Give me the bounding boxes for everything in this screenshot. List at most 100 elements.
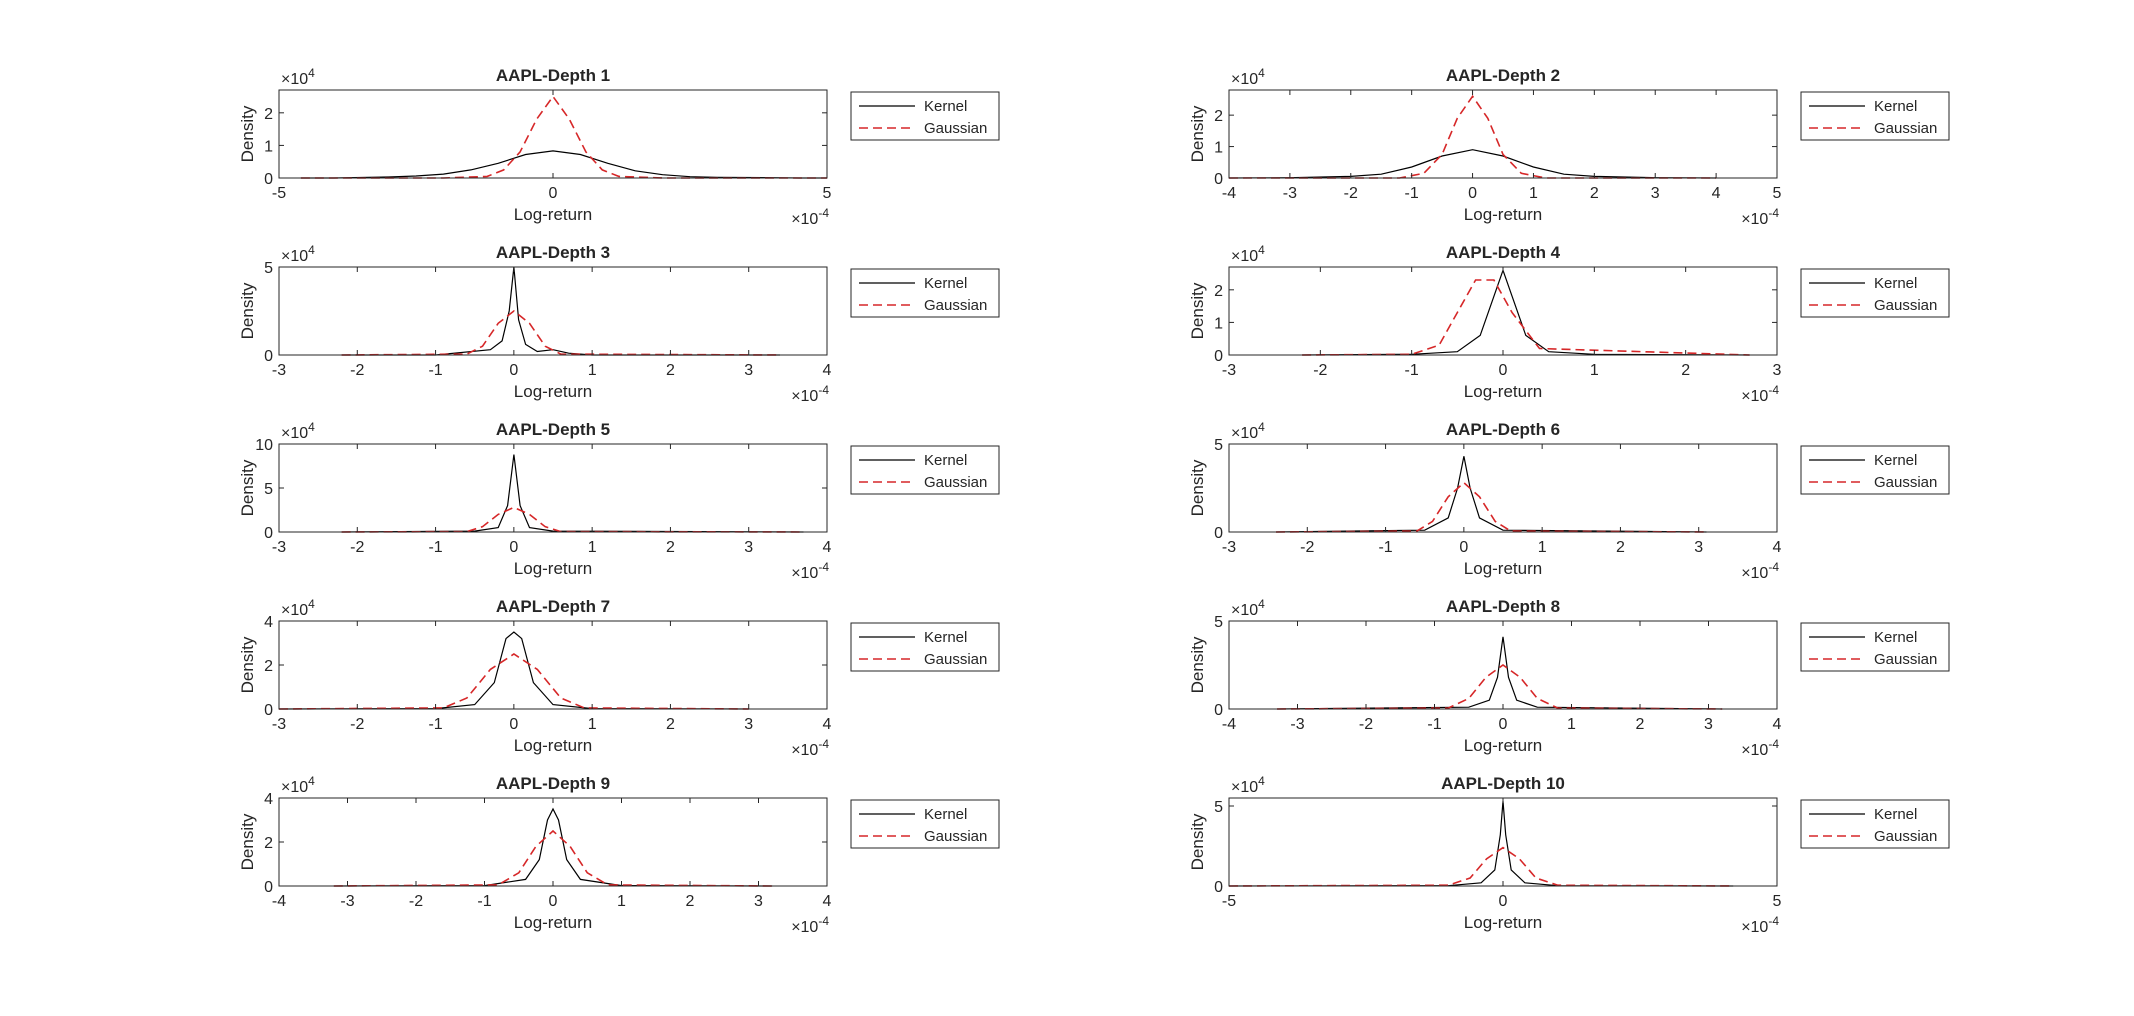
x-tick-label: -1 bbox=[428, 539, 442, 556]
y-exponent-label-power: 4 bbox=[1258, 597, 1265, 611]
x-tick-label: -1 bbox=[1378, 539, 1392, 556]
y-tick-label: 0 bbox=[264, 525, 273, 542]
x-tick-label: 1 bbox=[617, 893, 626, 910]
legend-label: Gaussian bbox=[1874, 828, 1937, 845]
x-tick-label: 2 bbox=[1616, 539, 1625, 556]
legend-label: Kernel bbox=[924, 806, 967, 823]
gaussian-series-line bbox=[278, 653, 749, 710]
x-tick-label: 0 bbox=[549, 893, 558, 910]
x-exponent-label: ×10-4 bbox=[791, 560, 829, 582]
x-tick-label: -1 bbox=[428, 716, 442, 733]
legend: Kernel Gaussian bbox=[850, 445, 1000, 495]
x-exponent-label-base: ×10 bbox=[791, 388, 818, 405]
x-tick-label: -3 bbox=[272, 539, 286, 556]
y-exponent-label-power: 4 bbox=[308, 774, 315, 788]
y-axis-label: Density bbox=[1188, 105, 1207, 162]
y-exponent-label-power: 4 bbox=[1258, 420, 1265, 434]
x-tick-label: 4 bbox=[823, 893, 832, 910]
x-tick-label: -1 bbox=[428, 362, 442, 379]
y-exponent-label-base: ×10 bbox=[1231, 425, 1258, 442]
y-exponent-label: ×104 bbox=[281, 774, 315, 796]
kernel-series-line bbox=[278, 631, 749, 710]
x-exponent-label-power: -4 bbox=[1768, 206, 1779, 220]
kernel-series-line bbox=[341, 454, 804, 533]
legend: Kernel Gaussian bbox=[1800, 91, 1950, 141]
legend-label: Kernel bbox=[924, 452, 967, 469]
x-tick-label: 0 bbox=[1459, 539, 1468, 556]
x-tick-label: 2 bbox=[1681, 362, 1690, 379]
x-tick-label: 0 bbox=[1499, 362, 1508, 379]
y-tick-label: 1 bbox=[1214, 315, 1223, 332]
x-exponent-label-base: ×10 bbox=[1741, 919, 1768, 936]
subplot-title: AAPL-Depth 1 bbox=[496, 66, 610, 85]
y-exponent-label-power: 4 bbox=[1258, 243, 1265, 257]
kernel-series-line bbox=[1275, 456, 1707, 533]
kernel-series-line bbox=[333, 807, 773, 887]
x-exponent-label: ×10-4 bbox=[1741, 206, 1779, 228]
x-tick-label: 5 bbox=[1773, 893, 1782, 910]
subplot-8: AAPL-Depth 8×104-4 -3 -2 -1 0 1 2 3 405Log-retur… bbox=[1188, 597, 1950, 759]
y-tick-label: 0 bbox=[1214, 171, 1223, 188]
x-tick-label: 1 bbox=[588, 362, 597, 379]
gaussian-series-line bbox=[1302, 279, 1750, 356]
x-tick-label: 1 bbox=[1567, 716, 1576, 733]
x-exponent-label-base: ×10 bbox=[791, 919, 818, 936]
gaussian-series-line bbox=[1228, 846, 1734, 887]
x-tick-label: -2 bbox=[350, 716, 364, 733]
x-tick-label: 1 bbox=[588, 539, 597, 556]
subplot-1: AAPL-Depth 1×104-5 0 5012Log-returnDensity… bbox=[238, 66, 1000, 228]
subplot-7: AAPL-Depth 7×104-3 -2 -1 0 1 2 3 4024Log-return… bbox=[238, 597, 1000, 759]
legend-box bbox=[850, 799, 1000, 849]
x-tick-label: -2 bbox=[1359, 716, 1373, 733]
subplot-4: AAPL-Depth 4×104-3 -2 -1 0 1 2 3012Log-returnD… bbox=[1188, 243, 1950, 405]
subplot-title: AAPL-Depth 10 bbox=[1441, 774, 1565, 793]
x-tick-label: -1 bbox=[1405, 185, 1419, 202]
x-tick-label: -4 bbox=[1222, 185, 1236, 202]
x-tick-label: -2 bbox=[409, 893, 423, 910]
x-exponent-label-base: ×10 bbox=[791, 742, 818, 759]
legend: Kernel Gaussian bbox=[850, 622, 1000, 672]
y-tick-label: 1 bbox=[1214, 140, 1223, 157]
x-tick-label: 0 bbox=[509, 716, 518, 733]
legend-box bbox=[1800, 91, 1950, 141]
y-tick-label: 2 bbox=[1214, 283, 1223, 300]
y-exponent-label-power: 4 bbox=[1258, 774, 1265, 788]
x-tick-label: 2 bbox=[686, 893, 695, 910]
legend-label: Gaussian bbox=[924, 120, 987, 137]
y-tick-label: 4 bbox=[264, 791, 273, 808]
x-axis-label: Log-return bbox=[514, 205, 592, 224]
y-tick-label: 5 bbox=[264, 481, 273, 498]
x-tick-label: 3 bbox=[1651, 185, 1660, 202]
y-exponent-label-base: ×10 bbox=[281, 779, 308, 796]
y-tick-label: 5 bbox=[1214, 437, 1223, 454]
legend: Kernel Gaussian bbox=[850, 799, 1000, 849]
x-exponent-label: ×10-4 bbox=[1741, 737, 1779, 759]
x-tick-label: 0 bbox=[1468, 185, 1477, 202]
y-exponent-label-base: ×10 bbox=[1231, 779, 1258, 796]
x-tick-label: 4 bbox=[823, 716, 832, 733]
x-tick-label: 2 bbox=[1590, 185, 1599, 202]
x-tick-label: -4 bbox=[1222, 716, 1236, 733]
y-exponent-label: ×104 bbox=[281, 243, 315, 265]
legend-box bbox=[850, 91, 1000, 141]
legend-label: Gaussian bbox=[924, 474, 987, 491]
x-exponent-label: ×10-4 bbox=[791, 206, 829, 228]
x-exponent-label-base: ×10 bbox=[1741, 742, 1768, 759]
legend: Kernel Gaussian bbox=[850, 91, 1000, 141]
subplot-2: AAPL-Depth 2×104-4 -3 -2 -1 0 1 2 3 4 5012Log-ret… bbox=[1188, 66, 1950, 228]
y-exponent-label: ×104 bbox=[1231, 774, 1265, 796]
legend-label: Kernel bbox=[1874, 98, 1917, 115]
x-tick-label: 0 bbox=[549, 185, 558, 202]
x-tick-label: -2 bbox=[1344, 185, 1358, 202]
x-tick-label: 2 bbox=[666, 716, 675, 733]
legend: Kernel Gaussian bbox=[1800, 445, 1950, 495]
legend-label: Kernel bbox=[1874, 806, 1917, 823]
legend: Kernel Gaussian bbox=[1800, 268, 1950, 318]
x-tick-label: 3 bbox=[754, 893, 763, 910]
subplot-title: AAPL-Depth 2 bbox=[1446, 66, 1560, 85]
y-exponent-label-power: 4 bbox=[308, 420, 315, 434]
x-exponent-label-power: -4 bbox=[818, 560, 829, 574]
y-exponent-label: ×104 bbox=[1231, 420, 1265, 442]
x-tick-label: 2 bbox=[1636, 716, 1645, 733]
